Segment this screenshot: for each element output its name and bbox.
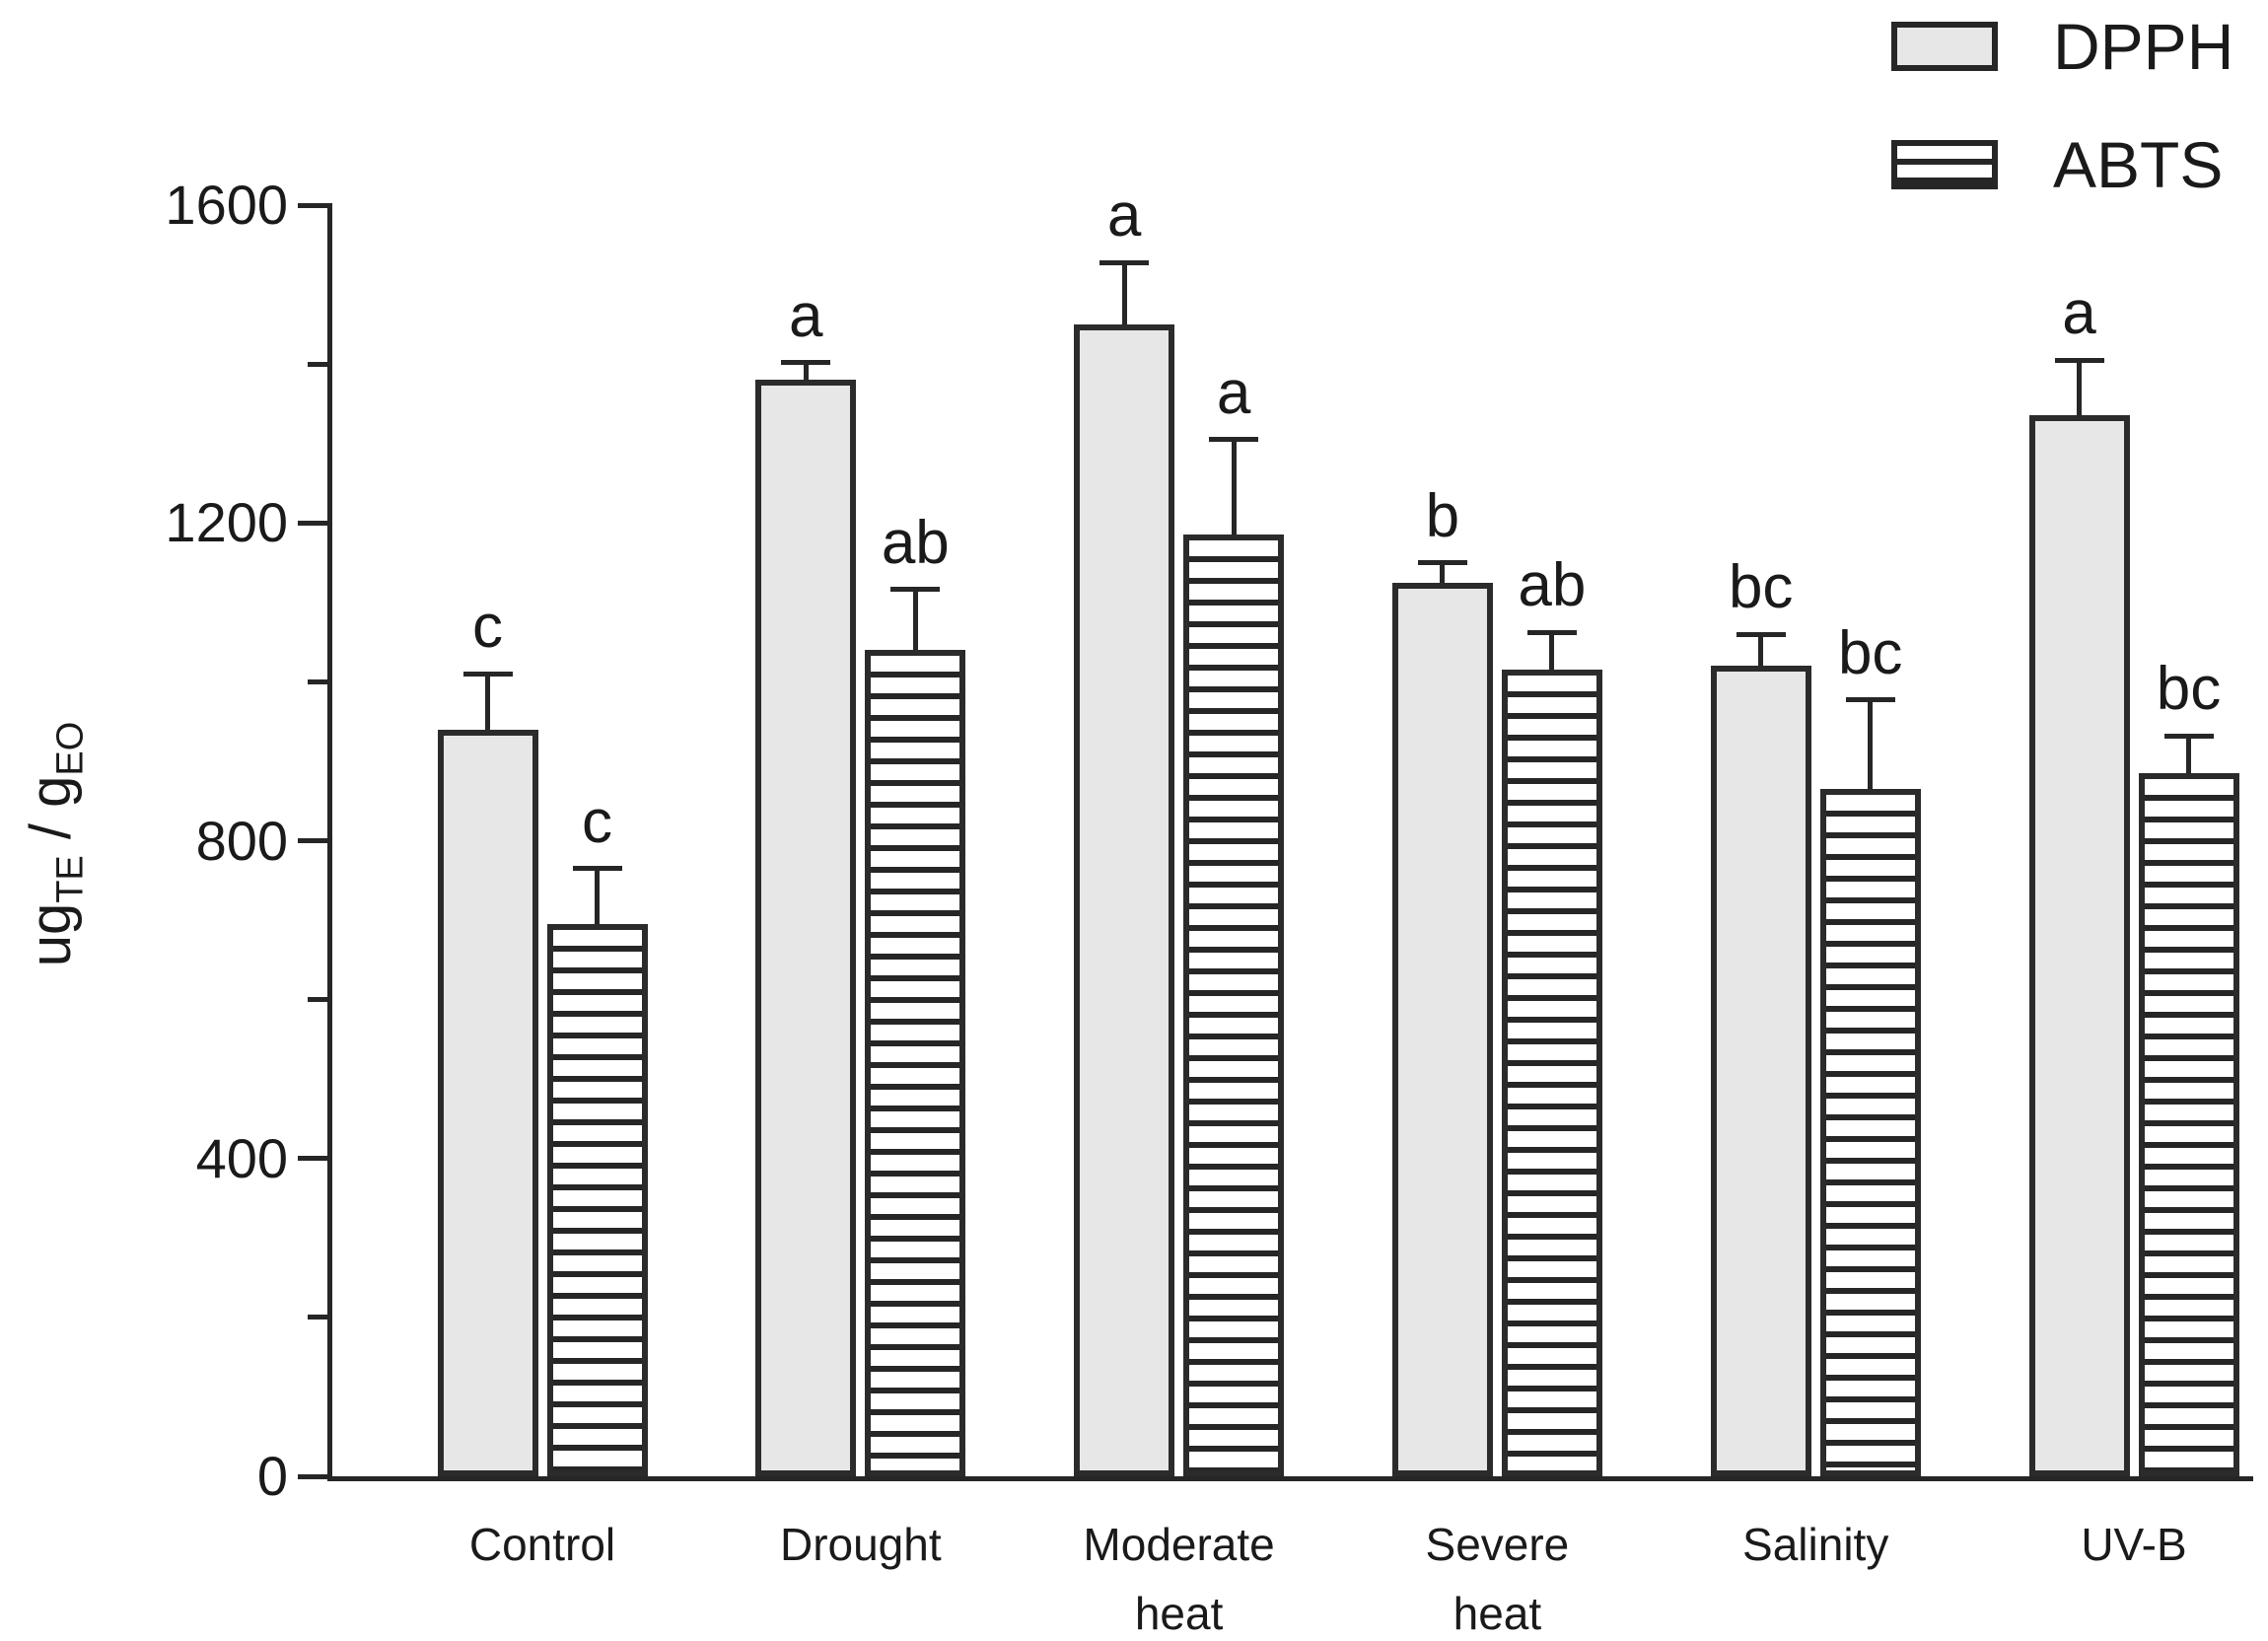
bar-dpph bbox=[1710, 666, 1811, 1476]
error-bar-cap bbox=[1417, 560, 1467, 566]
x-category-label: Control bbox=[468, 1519, 616, 1570]
legend-label-dpph: DPPH bbox=[2053, 10, 2234, 83]
error-bar-stem bbox=[1868, 699, 1874, 790]
x-category-label: heat bbox=[1453, 1588, 1542, 1639]
y-tick-major bbox=[298, 520, 327, 526]
y-tick-major bbox=[298, 202, 327, 208]
sig-letter: a bbox=[1216, 358, 1251, 427]
error-bar-stem bbox=[485, 674, 490, 730]
bar-dpph bbox=[755, 380, 857, 1476]
error-bar-cap bbox=[1526, 629, 1577, 635]
sig-letter: bc bbox=[1728, 553, 1794, 622]
error-bar-stem bbox=[2077, 360, 2082, 416]
bar-abts bbox=[2138, 773, 2239, 1476]
error-bar-stem bbox=[1121, 262, 1127, 324]
bar-abts bbox=[546, 924, 648, 1476]
legend-swatch-dpph bbox=[1891, 22, 1998, 71]
y-tick-major bbox=[298, 1473, 327, 1479]
x-category-label: heat bbox=[1134, 1588, 1224, 1639]
y-tick-minor bbox=[308, 361, 327, 367]
error-bar-stem bbox=[1549, 632, 1555, 671]
error-bar-stem bbox=[912, 589, 918, 651]
error-bar-cap bbox=[781, 360, 831, 365]
bar-dpph bbox=[1074, 323, 1175, 1476]
y-tick-minor bbox=[308, 1315, 327, 1320]
y-tick-label: 400 bbox=[195, 1126, 288, 1189]
sig-letter: c bbox=[582, 787, 612, 856]
legend-label-abts: ABTS bbox=[2053, 128, 2224, 201]
bar-dpph bbox=[1391, 582, 1493, 1476]
error-bar-cap bbox=[462, 671, 513, 677]
error-bar-cap bbox=[1845, 697, 1895, 703]
error-bar-stem bbox=[1231, 439, 1237, 535]
error-bar-cap bbox=[572, 866, 622, 872]
error-bar-stem bbox=[1758, 634, 1764, 667]
x-category-label: Drought bbox=[779, 1519, 942, 1570]
x-category-label: UV-B bbox=[2081, 1519, 2187, 1570]
x-category-label: Severe bbox=[1425, 1519, 1570, 1570]
sig-letter: a bbox=[1106, 181, 1142, 250]
bar-abts bbox=[865, 650, 966, 1476]
error-bar-cap bbox=[1209, 437, 1259, 443]
bar-dpph bbox=[2028, 415, 2130, 1476]
legend-entry-abts: ABTS bbox=[1891, 132, 2233, 197]
error-bar-cap bbox=[890, 587, 941, 593]
bar-abts bbox=[1183, 535, 1285, 1476]
sig-letter: bc bbox=[2156, 655, 2222, 724]
error-bar-cap bbox=[2054, 357, 2104, 363]
y-tick-label: 1600 bbox=[165, 174, 288, 236]
y-axis-label-unit: ug bbox=[19, 902, 83, 967]
error-bar-stem bbox=[2186, 736, 2191, 774]
y-tick-minor bbox=[308, 997, 327, 1003]
y-axis-label-sub-eo: EO bbox=[49, 721, 92, 776]
bar-abts bbox=[1819, 789, 1921, 1476]
y-tick-major bbox=[298, 1156, 327, 1162]
sig-letter: c bbox=[472, 593, 503, 662]
y-tick-label: 1200 bbox=[165, 491, 288, 554]
sig-letter: a bbox=[2062, 279, 2096, 348]
error-bar-cap bbox=[2163, 733, 2214, 739]
error-bar-stem bbox=[1440, 562, 1446, 583]
y-tick-label: 800 bbox=[195, 809, 288, 872]
error-bar-stem bbox=[803, 362, 809, 381]
error-bar-stem bbox=[595, 868, 600, 925]
y-tick-major bbox=[298, 838, 327, 843]
y-tick-label: 0 bbox=[256, 1445, 288, 1507]
legend-entry-dpph: DPPH bbox=[1891, 14, 2233, 79]
bar-abts bbox=[1501, 670, 1602, 1476]
legend: DPPH ABTS bbox=[1891, 14, 2233, 250]
y-tick-minor bbox=[308, 678, 327, 684]
y-axis-label: ugTE / gEO bbox=[19, 722, 92, 967]
plot-area bbox=[327, 203, 2253, 1481]
sig-letter: bc bbox=[1837, 618, 1903, 687]
x-category-label: Moderate bbox=[1083, 1519, 1275, 1570]
y-axis-label-divider: / g bbox=[19, 775, 83, 856]
bar-dpph bbox=[437, 729, 538, 1476]
error-bar-cap bbox=[1099, 259, 1150, 265]
sig-letter: a bbox=[789, 281, 823, 350]
sig-letter: b bbox=[1425, 481, 1460, 550]
error-bar-cap bbox=[1736, 631, 1786, 637]
sig-letter: ab bbox=[881, 508, 950, 577]
legend-swatch-abts bbox=[1891, 140, 1998, 189]
sig-letter: ab bbox=[1518, 551, 1587, 620]
x-category-label: Salinity bbox=[1742, 1519, 1889, 1570]
